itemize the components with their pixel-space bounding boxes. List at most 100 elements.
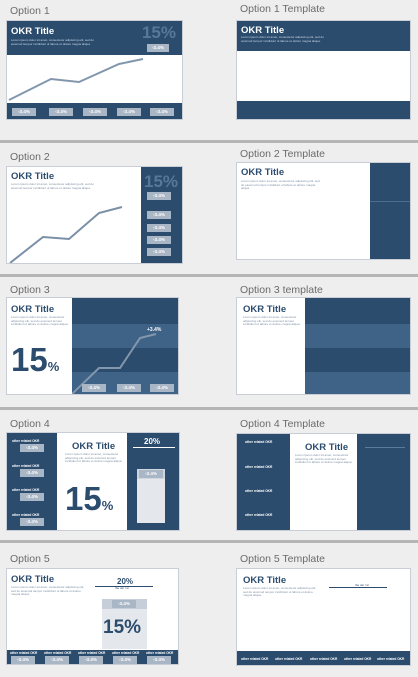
delta-badge: -3.4% — [147, 224, 171, 232]
big-number: 15% — [65, 480, 114, 517]
related-okr-label: other related OKR — [245, 489, 273, 493]
slide-title: OKR Title — [243, 304, 287, 315]
slide-title: OKR Title — [11, 574, 55, 585]
section-divider — [0, 407, 418, 410]
delta-badge: -3.4% — [20, 469, 44, 477]
section-divider — [0, 540, 418, 543]
slide-title: OKR Title — [305, 442, 349, 453]
percent-value: 15% — [141, 23, 176, 42]
slide-body: Lorem ipsum dolor sit amet, consectetur … — [243, 315, 301, 327]
related-okr-label: other related OKR — [275, 657, 303, 661]
delta-badge: -3.4% — [147, 236, 171, 244]
slide-body: Lorem ipsum dolor sit amet, consectetur … — [241, 35, 324, 43]
slide-body: Lorem ipsum dolor sit amet, consectetur … — [295, 453, 353, 465]
option-3-template[interactable]: OKR Title Lorem ipsum dolor sit amet, co… — [236, 297, 411, 395]
related-okr-label: other related OKR — [12, 464, 40, 468]
related-okr-label: other related OKR — [112, 651, 140, 655]
template-label: Option 1 Template — [240, 3, 326, 15]
slide-title: OKR Title — [241, 25, 285, 36]
slide-title: OKR Title — [241, 167, 285, 178]
delta-badge: -3.4% — [49, 108, 73, 116]
slide-body: Lorem ipsum dolor sit amet, consectetur … — [11, 38, 94, 46]
delta-badge: -3.4% — [147, 211, 171, 219]
percent-value: 15% — [144, 172, 179, 191]
tiny-label: the okr / kr — [115, 586, 130, 590]
delta-badge: -3.4% — [112, 600, 136, 608]
option-1-slide[interactable]: OKR Title Lorem ipsum dolor sit amet, co… — [6, 20, 183, 120]
delta-badge: -3.4% — [45, 656, 69, 664]
tiny-label: the okr / kr — [355, 583, 370, 587]
slide-title: OKR Title — [11, 171, 55, 182]
delta-badge: -3.4% — [117, 108, 141, 116]
option-label: Option 5 — [10, 553, 50, 565]
option-2-slide[interactable]: OKR Title Lorem ipsum dolor sit amet, co… — [6, 166, 183, 264]
option-label: Option 1 — [10, 5, 50, 17]
related-okr-label: other related OKR — [310, 657, 338, 661]
option-5-slide[interactable]: OKR Title Lorem ipsum dolor sit amet, co… — [6, 568, 179, 665]
related-okr-label: other related OKR — [377, 657, 405, 661]
section-divider — [0, 274, 418, 277]
delta-badge: -3.4% — [147, 248, 171, 256]
option-4-slide[interactable]: other related OKR -3.4% other related OK… — [6, 432, 180, 531]
related-okr-label: other related OKR — [245, 465, 273, 469]
slide-body: Lorem ipsum dolor sit amet, consectetur … — [243, 586, 317, 598]
related-okr-label: other related OKR — [78, 651, 106, 655]
option-1-template[interactable]: OKR Title Lorem ipsum dolor sit amet, co… — [236, 20, 411, 120]
related-okr-label: other related OKR — [12, 439, 40, 443]
related-okr-label: other related OKR — [12, 513, 40, 517]
delta-badge: -3.4% — [147, 656, 171, 664]
related-okr-label: other related OKR — [245, 440, 273, 444]
template-label: Option 2 Template — [240, 148, 326, 160]
delta-badge: -3.4% — [113, 656, 137, 664]
template-label: Option 4 Template — [240, 418, 326, 430]
delta-badge: -3.4% — [20, 444, 44, 452]
progress-fill — [102, 609, 147, 649]
trend-line — [8, 58, 144, 101]
option-label: Option 2 — [10, 151, 50, 163]
delta-up-label: +3.4% — [147, 327, 162, 333]
delta-badge: -3.4% — [150, 384, 174, 392]
option-2-template[interactable]: OKR Title Lorem ipsum dolor sit amet, co… — [236, 162, 411, 260]
related-okr-label: other related OKR — [245, 513, 273, 517]
option-label: Option 3 — [10, 284, 50, 296]
delta-badge: -3.4% — [20, 493, 44, 501]
slide-title: OKR Title — [243, 575, 287, 586]
percent-value: 20% — [117, 577, 134, 586]
template-label: Option 3 template — [240, 284, 323, 296]
slide-body: Lorem ipsum dolor sit amet, consectetur … — [11, 182, 94, 190]
slide-title: OKR Title — [72, 441, 116, 452]
slide-body: Lorem ipsum dolor sit amet, consectetur … — [241, 179, 320, 191]
related-okr-label: other related OKR — [146, 651, 174, 655]
delta-badge: -3.4% — [139, 470, 163, 478]
delta-badge: -3.4% — [11, 656, 35, 664]
option-5-template[interactable]: OKR Title Lorem ipsum dolor sit amet, co… — [236, 568, 411, 666]
slide-body: Lorem ipsum dolor sit amet, consectetur … — [11, 315, 69, 327]
related-okr-label: other related OKR — [241, 657, 269, 661]
option-4-template[interactable]: other related OKR other related OKR othe… — [236, 433, 411, 531]
big-number: 15% — [11, 341, 60, 378]
trend-line — [72, 333, 157, 394]
big-number: 15% — [103, 617, 142, 638]
related-okr-label: other related OKR — [44, 651, 72, 655]
delta-badge: -3.4% — [20, 518, 44, 526]
delta-badge: -3.4% — [79, 656, 103, 664]
delta-badge: -3.4% — [82, 384, 106, 392]
delta-badge: -3.4% — [147, 192, 171, 200]
delta-badge: -3.4% — [83, 108, 107, 116]
percent-value: 20% — [144, 437, 161, 446]
delta-badge: -3.4% — [12, 108, 36, 116]
trend-line — [9, 206, 123, 263]
slide-body: Lorem ipsum dolor sit amet, consectetur … — [11, 585, 85, 597]
progress-fill — [137, 479, 165, 523]
template-label: Option 5 Template — [240, 553, 326, 565]
slide-title: OKR Title — [11, 26, 55, 37]
section-divider — [0, 140, 418, 143]
related-okr-label: other related OKR — [10, 651, 38, 655]
delta-badge: -3.4% — [147, 44, 169, 52]
delta-badge: -3.4% — [117, 384, 141, 392]
related-okr-label: other related OKR — [344, 657, 372, 661]
option-3-slide[interactable]: OKR Title Lorem ipsum dolor sit amet, co… — [6, 297, 179, 395]
slide-body: Lorem ipsum dolor sit amet, consectetur … — [65, 452, 123, 464]
slide-title: OKR Title — [11, 304, 55, 315]
delta-badge: -3.4% — [150, 108, 174, 116]
